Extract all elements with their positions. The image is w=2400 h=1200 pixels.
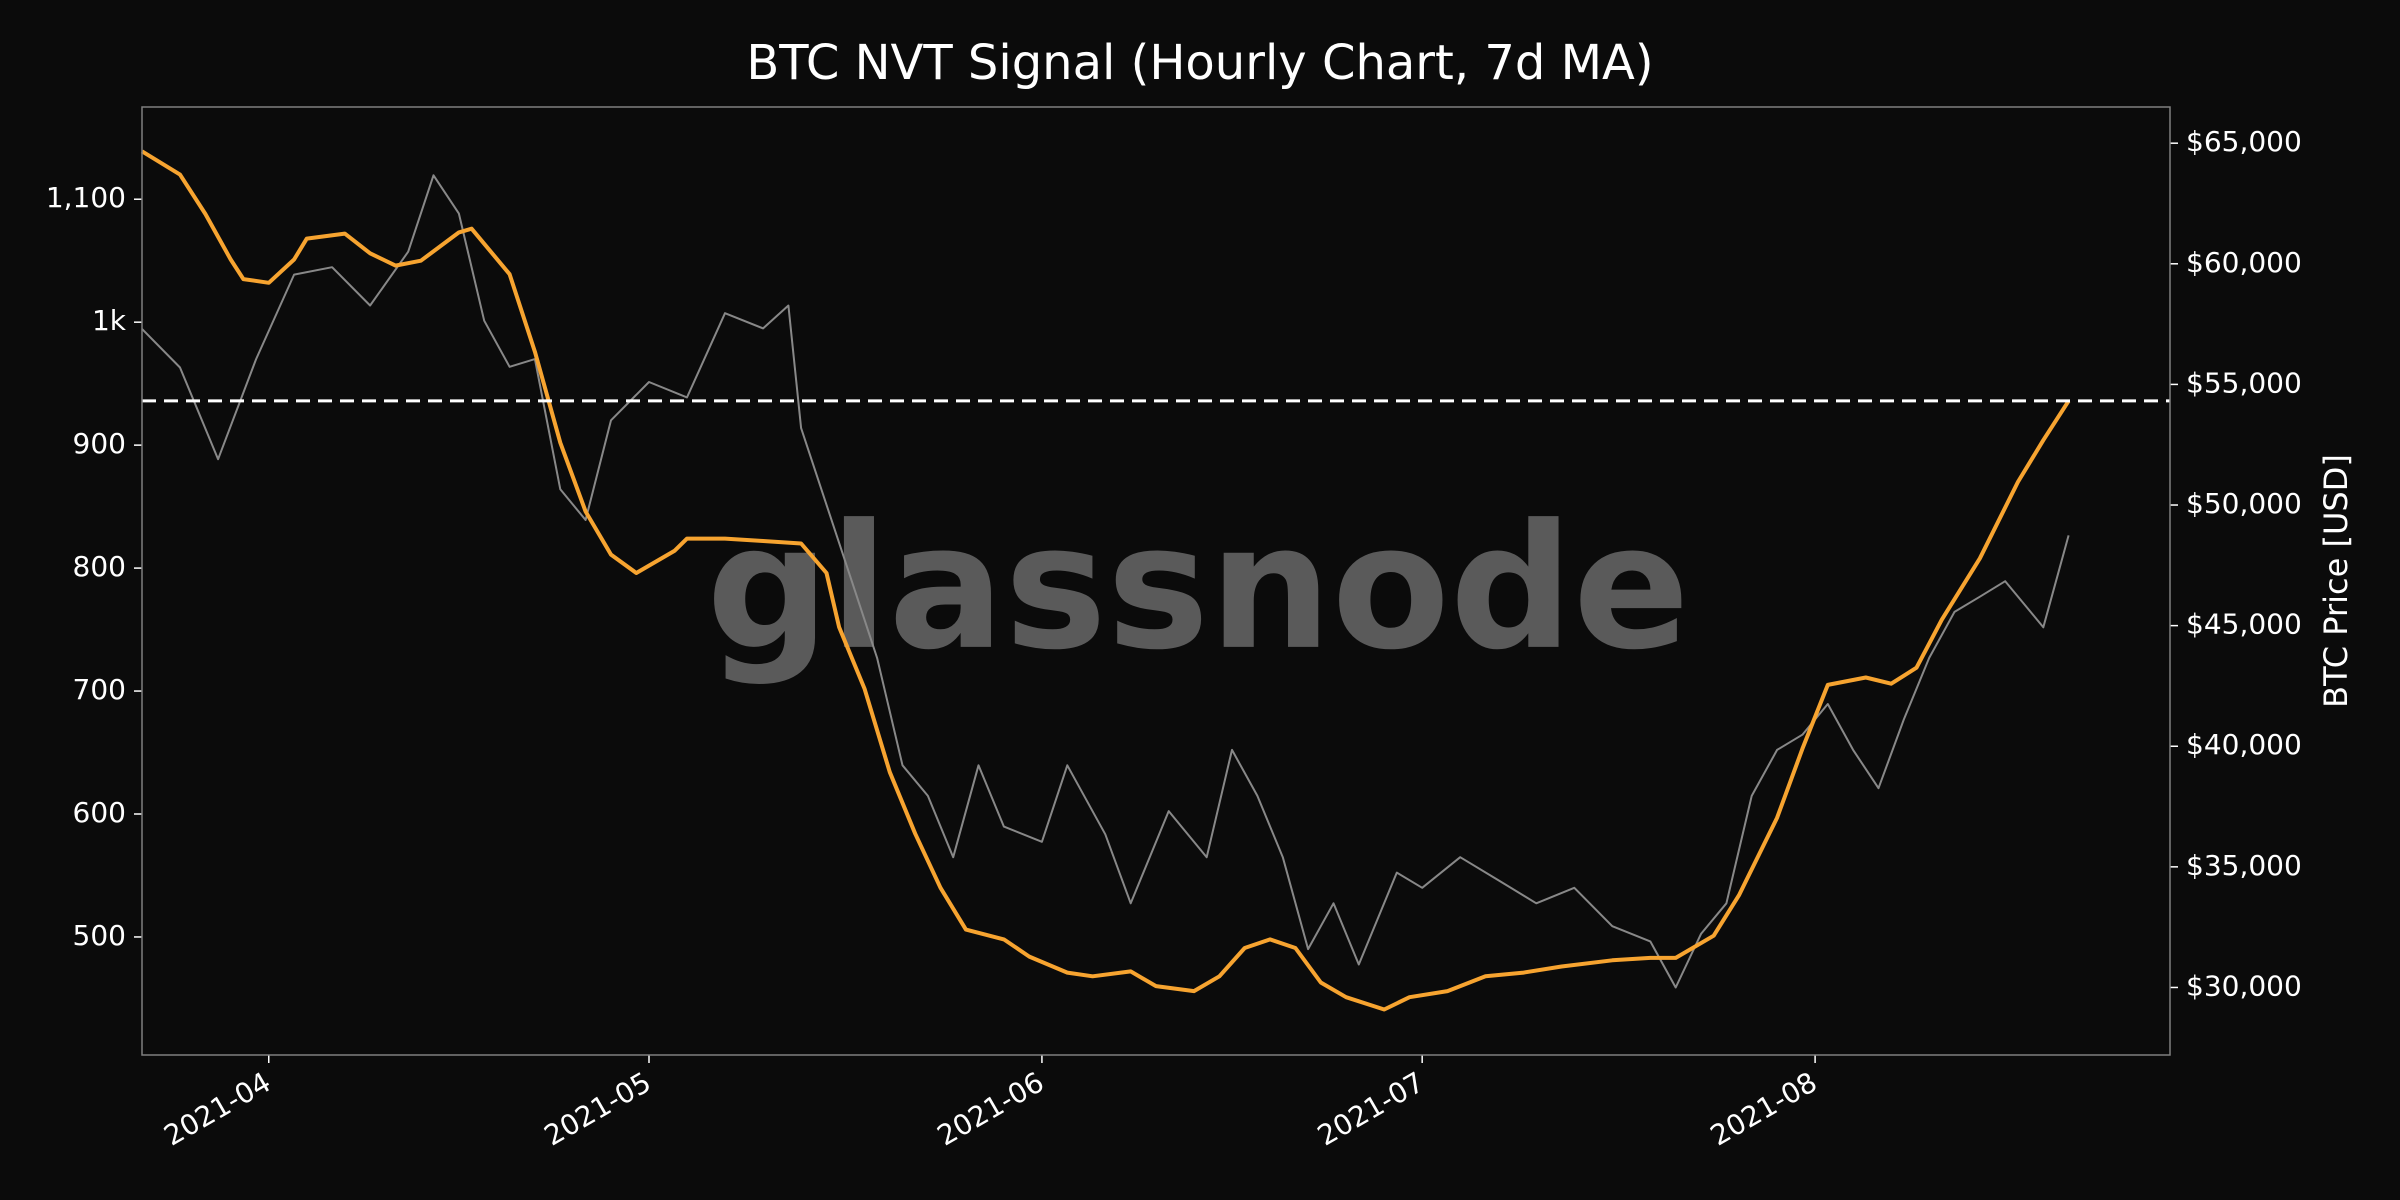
plot-frame [141,106,2171,1056]
watermark: glassnode [706,487,1689,688]
y2-tick-label: $45,000 [2186,608,2302,641]
price-line [141,174,2070,989]
y-tick-label: 1k [92,304,127,337]
y-tick-label: 700 [73,673,126,706]
y2-tick-label: $50,000 [2186,487,2302,520]
y-tick-label: 900 [73,427,126,460]
nvt-line [140,149,2071,1012]
y2-axis-label: BTC Price [USD] [2317,454,2355,708]
y2-tick-label: $30,000 [2186,969,2302,1002]
y-tick-label: 800 [73,550,126,583]
y2-tick-label: $35,000 [2186,849,2302,882]
y2-tick-label: $55,000 [2186,366,2302,399]
y2-tick-label: $60,000 [2186,246,2302,279]
y-tick-label: 600 [73,796,126,829]
y-tick-label: 1,100 [46,181,126,214]
y-tick-label: 500 [73,919,126,952]
y2-tick-label: $65,000 [2186,125,2302,158]
chart-title: BTC NVT Signal (Hourly Chart, 7d MA) [746,35,1653,91]
y2-tick-label: $40,000 [2186,728,2302,761]
